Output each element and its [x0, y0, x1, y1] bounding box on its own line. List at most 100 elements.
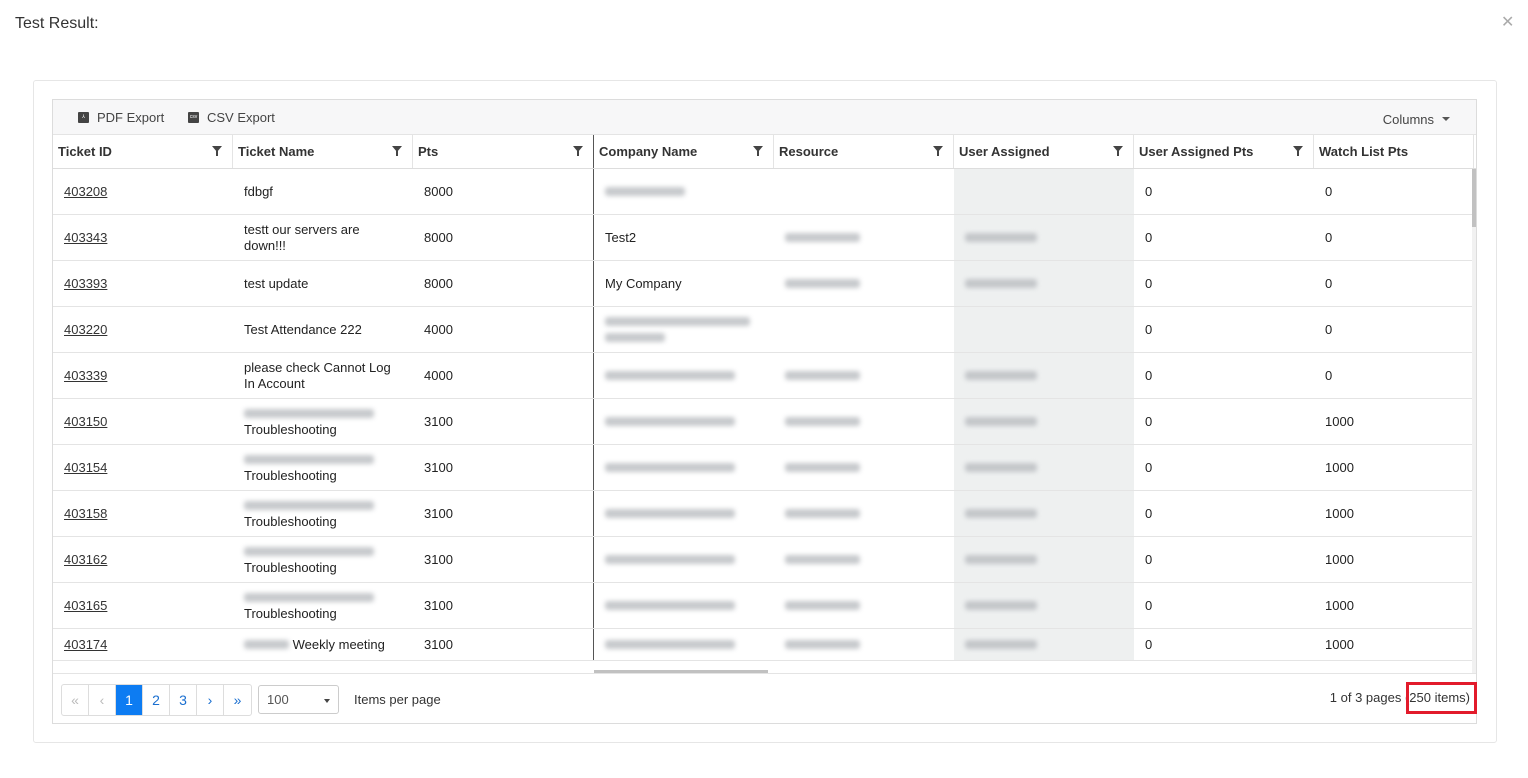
table-row[interactable]: 403158 Troubleshooting 3100 0 1000	[53, 491, 1476, 537]
redacted-text	[244, 592, 374, 602]
ticket-name: test update	[244, 275, 309, 291]
table-cell	[954, 445, 1134, 490]
next-page-button[interactable]: ›	[197, 685, 224, 715]
close-icon[interactable]: ✕	[1501, 14, 1515, 31]
ticket-id-link[interactable]: 403150	[64, 413, 108, 429]
pdf-export-button[interactable]: ⅄ PDF Export	[78, 110, 164, 125]
results-grid: ⅄ PDF Export csv CSV Export Columns Ticket…	[52, 99, 1477, 724]
ticket-id-link[interactable]: 403393	[64, 275, 108, 291]
columns-menu-button[interactable]: Columns	[1383, 112, 1450, 127]
column-header[interactable]: Pts	[413, 135, 594, 168]
company-name: My Company	[605, 275, 682, 291]
table-row[interactable]: 403220 Test Attendance 222 4000 0 0	[53, 307, 1476, 353]
ticket-id-link[interactable]: 403154	[64, 459, 108, 475]
table-cell	[774, 583, 954, 628]
watch-list-pts: 0	[1325, 229, 1333, 245]
redacted-text	[965, 371, 1037, 380]
user-assigned-pts: 0	[1145, 597, 1153, 613]
prev-page-button[interactable]: ‹	[89, 685, 116, 715]
table-cell: 403150	[53, 399, 233, 444]
column-title: Ticket ID	[58, 144, 112, 159]
column-header[interactable]: Resource	[774, 135, 954, 168]
ticket-id-link[interactable]: 403158	[64, 505, 108, 521]
csv-export-button[interactable]: csv CSV Export	[188, 110, 275, 125]
table-row[interactable]: 403162 Troubleshooting 3100 0 1000	[53, 537, 1476, 583]
redacted-text	[605, 417, 735, 426]
watch-list-pts: 0	[1325, 183, 1333, 199]
column-header[interactable]: Watch List Pts	[1314, 135, 1474, 168]
table-cell	[774, 353, 954, 398]
filter-icon[interactable]	[573, 146, 583, 156]
table-cell	[594, 307, 774, 352]
table-cell: 403162	[53, 537, 233, 582]
pts: 3100	[424, 597, 453, 613]
table-cell	[954, 537, 1134, 582]
ticket-id-link[interactable]: 403165	[64, 597, 108, 613]
watch-list-pts: 0	[1325, 321, 1333, 337]
ticket-id-link[interactable]: 403339	[64, 367, 108, 383]
table-cell: 0	[1134, 629, 1314, 660]
table-cell	[954, 583, 1134, 628]
redacted-text	[965, 233, 1037, 242]
ticket-name: Troubleshooting	[244, 605, 337, 621]
page-button[interactable]: 1	[116, 685, 143, 715]
filter-icon[interactable]	[212, 146, 222, 156]
column-header[interactable]: User Assigned Pts	[1134, 135, 1314, 168]
table-cell: 0	[1134, 261, 1314, 306]
table-row[interactable]: 403343 testt our servers are down!!! 8000 T…	[53, 215, 1476, 261]
column-header[interactable]: Ticket Name	[233, 135, 413, 168]
column-title: Company Name	[599, 144, 698, 159]
table-cell: 1000	[1314, 399, 1474, 444]
filter-icon[interactable]	[392, 146, 402, 156]
redacted-text	[965, 463, 1037, 472]
ticket-id-link[interactable]: 403174	[64, 636, 108, 652]
filter-icon[interactable]	[1293, 146, 1303, 156]
first-page-button[interactable]: «	[62, 685, 89, 715]
ticket-id-link[interactable]: 403162	[64, 551, 108, 567]
table-cell	[954, 491, 1134, 536]
ticket-id-link[interactable]: 403220	[64, 321, 108, 337]
redacted-text	[785, 279, 860, 288]
table-row[interactable]: 403393 test update 8000 My Company 0 0	[53, 261, 1476, 307]
last-page-button[interactable]: »	[233, 692, 242, 708]
table-cell: 0	[1134, 307, 1314, 352]
user-assigned-pts: 0	[1145, 459, 1153, 475]
table-cell: 0	[1134, 215, 1314, 260]
redacted-text	[244, 546, 374, 556]
pts: 4000	[424, 367, 453, 383]
redacted-text	[605, 555, 735, 564]
filter-icon[interactable]	[1113, 146, 1123, 156]
table-cell: Test2	[594, 215, 774, 260]
table-row[interactable]: 403165 Troubleshooting 3100 0 1000	[53, 583, 1476, 629]
column-header[interactable]: Company Name	[594, 135, 774, 168]
table-cell: 403154	[53, 445, 233, 490]
page-size-select[interactable]: 100	[258, 685, 339, 714]
user-assigned-pts: 0	[1145, 183, 1153, 199]
table-cell: 403220	[53, 307, 233, 352]
table-row[interactable]: 403150 Troubleshooting 3100 0 1000	[53, 399, 1476, 445]
redacted-text	[785, 509, 860, 518]
table-row[interactable]: 403174 Weekly meeting 3100 0 1000	[53, 629, 1476, 661]
watch-list-pts: 1000	[1325, 551, 1354, 567]
table-cell: 0	[1134, 583, 1314, 628]
filter-icon[interactable]	[933, 146, 943, 156]
table-row[interactable]: 403339 please check Cannot Log In Account…	[53, 353, 1476, 399]
ticket-name: Troubleshooting	[244, 421, 337, 437]
ticket-id-link[interactable]: 403343	[64, 229, 108, 245]
ticket-name: Troubleshooting	[244, 513, 337, 529]
table-row[interactable]: 403154 Troubleshooting 3100 0 1000	[53, 445, 1476, 491]
column-header[interactable]: Ticket ID	[53, 135, 233, 168]
page-button[interactable]: 2	[143, 685, 170, 715]
horizontal-scrollbar[interactable]	[594, 670, 768, 674]
vertical-scrollbar[interactable]	[1472, 169, 1476, 674]
page-button[interactable]: 3	[170, 685, 197, 715]
filter-icon[interactable]	[753, 146, 763, 156]
grid-body: 403208 fdbgf 8000 0 0 403343 testt our servers…	[53, 169, 1476, 674]
redacted-text	[785, 233, 860, 242]
redacted-text	[965, 640, 1037, 649]
redacted-text	[965, 509, 1037, 518]
table-row[interactable]: 403208 fdbgf 8000 0 0	[53, 169, 1476, 215]
table-cell: 0	[1134, 169, 1314, 214]
ticket-id-link[interactable]: 403208	[64, 183, 108, 199]
column-header[interactable]: User Assigned	[954, 135, 1134, 168]
